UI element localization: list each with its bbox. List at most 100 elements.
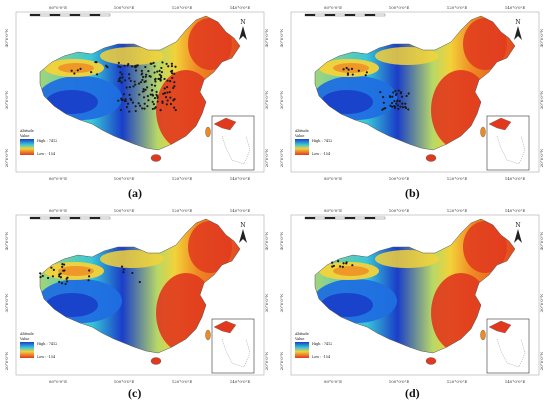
coord-tick-right: 40°0'0"N bbox=[539, 28, 544, 47]
sample-point bbox=[76, 69, 79, 72]
sample-point bbox=[138, 93, 141, 96]
map-b-svg: 80°0'0"E 100°0'0"E 120°0'0"E 140°0'0"E 40°0'… bbox=[279, 5, 544, 181]
plateau-core bbox=[321, 90, 373, 114]
sample-point bbox=[73, 72, 76, 75]
island-taiwan bbox=[480, 329, 486, 341]
sample-point bbox=[50, 266, 53, 269]
sample-point bbox=[399, 91, 403, 95]
sample-point bbox=[382, 101, 385, 104]
north-arrow: N bbox=[239, 19, 247, 40]
sample-point bbox=[331, 261, 334, 264]
sample-point bbox=[151, 107, 154, 111]
coord-tick-right: 40°0'0"N bbox=[539, 231, 544, 250]
sample-point bbox=[169, 80, 172, 83]
sample-point bbox=[364, 74, 367, 77]
legend-high: High : 7412 bbox=[312, 139, 332, 143]
sample-point bbox=[152, 103, 155, 106]
sample-point bbox=[357, 69, 360, 72]
sample-point bbox=[404, 106, 408, 110]
sample-point bbox=[342, 68, 345, 71]
sample-point bbox=[166, 79, 169, 82]
sample-point bbox=[144, 88, 147, 91]
scale-bar bbox=[304, 216, 386, 220]
sample-point bbox=[146, 105, 149, 108]
sample-point bbox=[345, 66, 348, 70]
plateau-core bbox=[46, 293, 98, 317]
sample-point bbox=[159, 78, 162, 82]
sample-point bbox=[119, 66, 122, 69]
legend-low: Low : -154 bbox=[312, 355, 330, 359]
coord-tick-top: 120°0'0"E bbox=[172, 208, 193, 213]
legend-subtitle: Value bbox=[19, 134, 29, 138]
sample-point bbox=[61, 263, 64, 266]
sample-point bbox=[170, 65, 174, 68]
sample-point bbox=[61, 265, 64, 268]
sample-point bbox=[142, 96, 146, 99]
inset-mainland bbox=[488, 320, 512, 334]
coord-tick-top: 140°0'0"E bbox=[230, 5, 251, 10]
sample-point bbox=[106, 66, 109, 69]
sample-point bbox=[41, 274, 44, 278]
sample-point bbox=[393, 100, 396, 103]
sample-point bbox=[161, 61, 164, 64]
sample-point bbox=[399, 105, 402, 108]
sample-point bbox=[390, 105, 394, 108]
sample-point bbox=[381, 108, 384, 111]
legend-high: High : 7412 bbox=[37, 342, 57, 346]
legend-subtitle: Value bbox=[19, 337, 29, 341]
sample-point bbox=[401, 102, 404, 105]
sample-point bbox=[88, 269, 91, 272]
map-panel-d: 80°0'0"E 100°0'0"E 120°0'0"E 140°0'0"E 40°0'… bbox=[275, 203, 550, 388]
legend-low: Low : -154 bbox=[312, 152, 330, 156]
sample-point bbox=[155, 93, 158, 96]
sample-point bbox=[173, 72, 176, 75]
sample-point bbox=[163, 87, 166, 90]
sample-point bbox=[117, 99, 120, 102]
sample-point bbox=[144, 65, 147, 69]
coord-tick-bottom: 120°0'0"E bbox=[172, 176, 193, 181]
basin-core bbox=[333, 63, 369, 73]
island-taiwan bbox=[205, 329, 211, 341]
sample-point bbox=[146, 95, 149, 98]
north-arrow-icon bbox=[239, 229, 247, 243]
sample-points bbox=[39, 263, 141, 286]
coord-tick-bottom: 80°0'0"E bbox=[324, 176, 342, 181]
sample-point bbox=[143, 107, 146, 110]
sample-point bbox=[158, 73, 161, 76]
sample-point bbox=[163, 92, 167, 95]
country-outline bbox=[39, 15, 241, 151]
sample-point bbox=[160, 76, 163, 79]
sample-point bbox=[125, 86, 128, 89]
sample-point bbox=[133, 80, 136, 83]
sample-point bbox=[395, 92, 398, 96]
coord-tick-right: 20°0'0"N bbox=[264, 351, 269, 370]
coord-tick-left: 30°0'0"N bbox=[279, 293, 284, 312]
legend-ramp bbox=[20, 342, 34, 358]
sample-point bbox=[168, 91, 171, 94]
north-label: N bbox=[240, 222, 245, 229]
country-outline bbox=[314, 15, 516, 151]
coord-tick-top: 140°0'0"E bbox=[230, 208, 251, 213]
country-outline bbox=[314, 218, 516, 354]
north-label: N bbox=[515, 19, 520, 26]
sample-point bbox=[166, 85, 169, 89]
sample-point bbox=[128, 93, 131, 96]
sample-point bbox=[153, 65, 156, 68]
sample-point bbox=[395, 102, 398, 105]
sample-point bbox=[160, 71, 163, 74]
basin-core bbox=[333, 266, 369, 276]
coord-tick-bottom: 140°0'0"E bbox=[505, 379, 526, 384]
coord-tick-bottom: 140°0'0"E bbox=[505, 176, 526, 181]
sample-point bbox=[401, 106, 404, 109]
caption-a: (a) bbox=[128, 186, 142, 200]
sample-point bbox=[153, 84, 157, 87]
sample-point bbox=[52, 268, 55, 272]
island-taiwan bbox=[205, 126, 211, 138]
coord-tick-left: 30°0'0"N bbox=[279, 90, 284, 109]
coord-tick-top: 80°0'0"E bbox=[324, 208, 342, 213]
north-label: N bbox=[515, 222, 520, 229]
sample-point bbox=[141, 90, 144, 93]
sample-point bbox=[134, 105, 137, 108]
